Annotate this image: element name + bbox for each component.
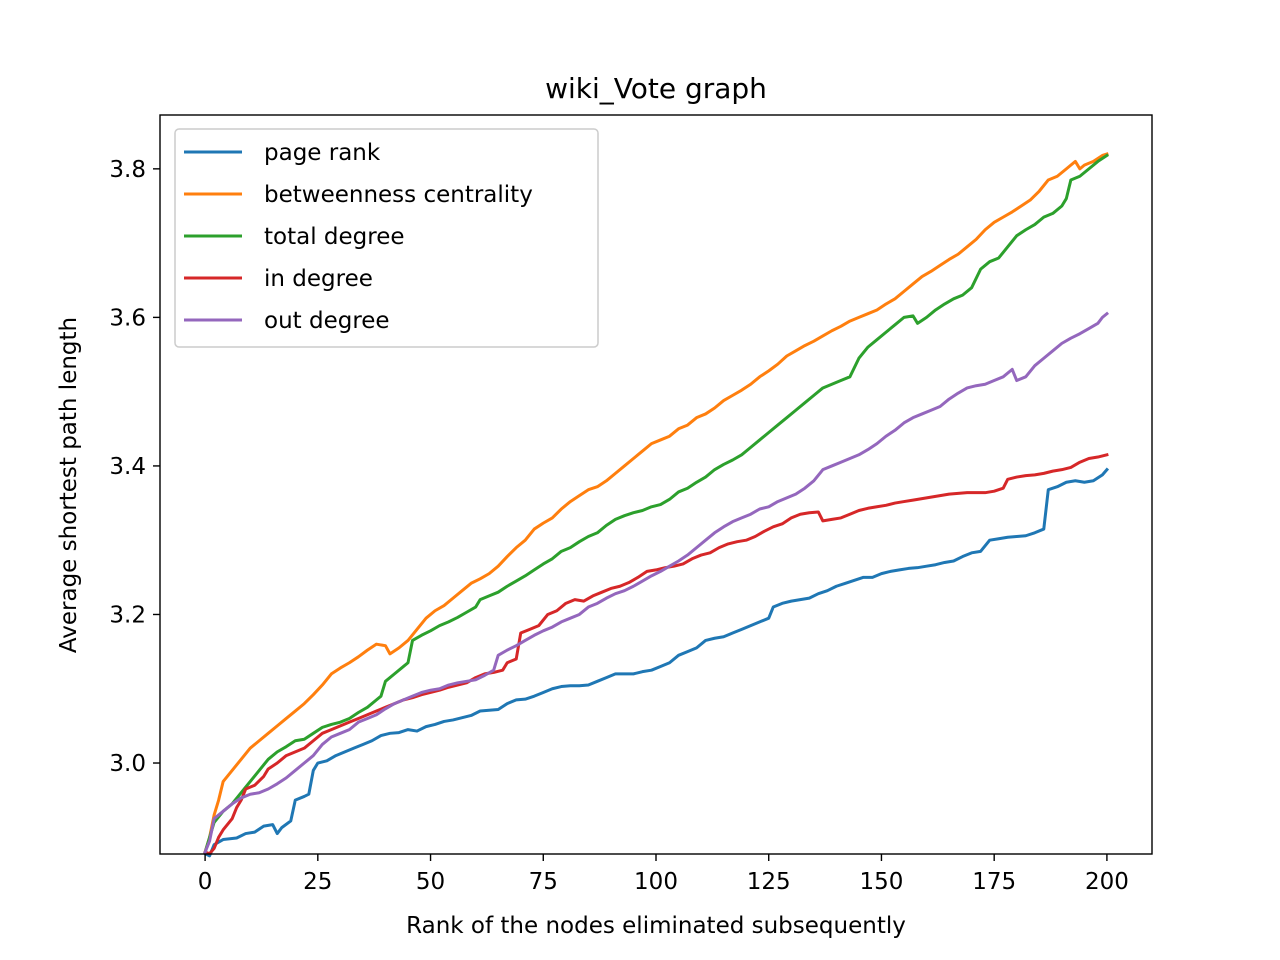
legend-label-4: out degree <box>264 308 390 334</box>
y-axis: 3.0 3.2 3.4 3.6 3.8 <box>109 157 160 777</box>
y-tick-label-4: 3.8 <box>109 157 146 183</box>
x-tick-label-0: 0 <box>198 869 213 895</box>
legend-items: page rank betweenness centrality total deg… <box>184 140 533 334</box>
series-line-0 <box>203 467 1110 858</box>
legend-label-3: in degree <box>264 266 373 292</box>
legend-label-1: betweenness centrality <box>264 182 533 208</box>
y-tick-label-1: 3.2 <box>109 602 146 628</box>
series-line-3 <box>203 452 1109 856</box>
series-line-4 <box>203 311 1110 855</box>
x-tick-label-8: 200 <box>1085 869 1129 895</box>
x-tick-label-3: 75 <box>529 869 558 895</box>
y-tick-label-3: 3.6 <box>109 305 146 331</box>
x-tick-label-6: 150 <box>860 869 904 895</box>
x-axis: 0 25 50 75 100 125 150 175 200 <box>198 854 1129 895</box>
x-tick-label-5: 125 <box>747 869 791 895</box>
y-tick-label-0: 3.0 <box>109 751 146 777</box>
x-axis-title: Rank of the nodes eliminated subsequentl… <box>406 913 906 939</box>
chart-title: wiki_Vote graph <box>545 72 767 105</box>
series-line-2 <box>203 153 1109 855</box>
x-tick-label-7: 175 <box>972 869 1016 895</box>
legend: page rank betweenness centrality total deg… <box>174 128 599 348</box>
legend-label-2: total degree <box>264 224 405 250</box>
legend-label-0: page rank <box>264 140 381 166</box>
legend-box <box>174 128 599 348</box>
x-tick-label-2: 50 <box>416 869 445 895</box>
y-axis-title: Average shortest path length <box>56 317 82 653</box>
series-layer <box>203 152 1110 858</box>
x-tick-label-4: 100 <box>634 869 678 895</box>
x-tick-label-1: 25 <box>303 869 332 895</box>
y-tick-label-2: 3.4 <box>109 454 146 480</box>
series-line-1 <box>203 152 1109 855</box>
